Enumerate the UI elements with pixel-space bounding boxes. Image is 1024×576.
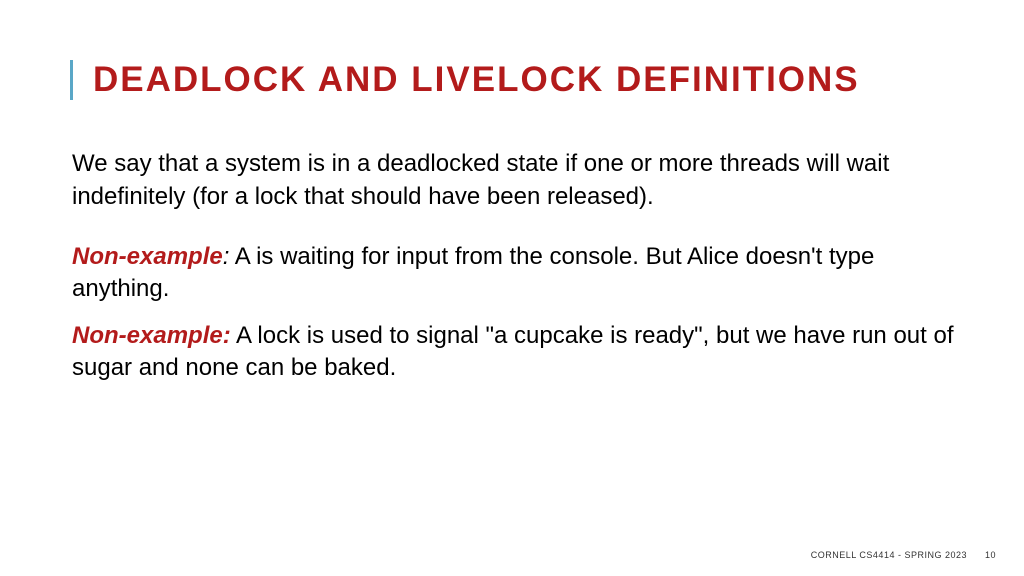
non-example-label: Non-example: [72, 243, 223, 270]
slide-title: DEADLOCK AND LIVELOCK DEFINITIONS: [93, 60, 860, 100]
title-accent-bar: [70, 60, 73, 100]
footer-page-number: 10: [985, 550, 996, 560]
non-example-label: Non-example:: [72, 322, 231, 349]
slide-body: We say that a system is in a deadlocked …: [70, 148, 954, 384]
non-example-1: Non-example: A is waiting for input from…: [72, 241, 954, 306]
definition-paragraph: We say that a system is in a deadlocked …: [72, 148, 954, 213]
non-example-2: Non-example: A lock is used to signal "a…: [72, 320, 954, 385]
slide-footer: CORNELL CS4414 - SPRING 2023 10: [811, 550, 996, 560]
slide: DEADLOCK AND LIVELOCK DEFINITIONS We say…: [0, 0, 1024, 576]
footer-course: CORNELL CS4414 - SPRING 2023: [811, 550, 967, 560]
title-block: DEADLOCK AND LIVELOCK DEFINITIONS: [70, 60, 954, 100]
